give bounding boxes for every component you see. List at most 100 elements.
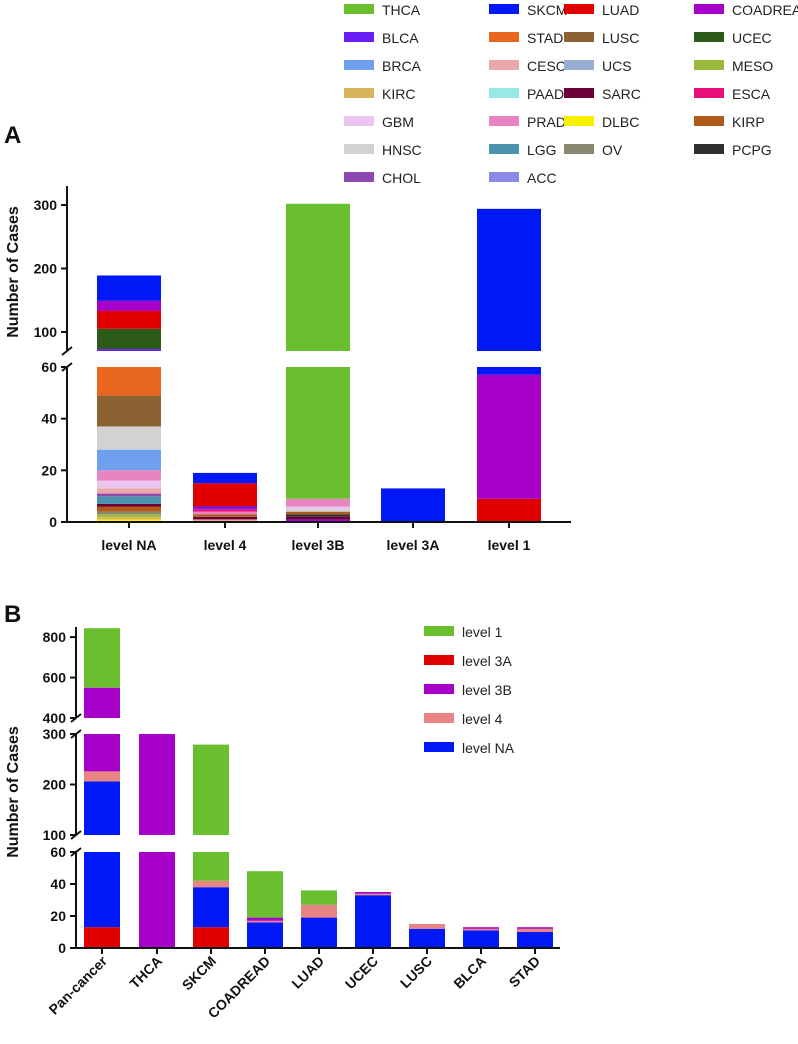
panel-a-x-tick-label: level NA [101, 537, 156, 553]
panel-b-x-tick-label: SKCM [179, 953, 219, 993]
bar-segment-ucec-level-na-part1 [355, 895, 391, 948]
panel-b-x-tick-label: Pan-cancer [45, 952, 110, 1017]
bar-segment-lusc-level-na-part1 [409, 928, 445, 948]
panel-b-y-axis-label: Number of Cases [5, 726, 22, 858]
bar-segment-level-3b-prad-part1 [286, 498, 350, 507]
legend-label-paad: PAAD [527, 86, 564, 102]
bar-segment-thca-level-3b-part1 [139, 852, 175, 948]
legend-label-level-4: level 4 [462, 711, 503, 727]
legend-swatch-sarc [564, 88, 594, 98]
bar-segment-ucec-level-3b-part1 [355, 892, 391, 894]
bar-segment-level-na-kirc-part1 [97, 516, 161, 520]
panel-a-y-tick-label: 200 [34, 261, 58, 277]
panel-a-x-tick-label: level 3B [292, 537, 345, 553]
legend-swatch-paad [489, 88, 519, 98]
bar-segment-level-na-hnsc-part1 [97, 426, 161, 450]
panel-b-y-tick-label: 800 [43, 629, 67, 645]
bar-segment-coadread-level-na-part1 [247, 922, 283, 948]
bar-segment-level-3a-skcm-part1 [381, 488, 445, 522]
panel-a-x-tick-label: level 3A [387, 537, 440, 553]
panel-b-x-tick-label: UCEC [342, 953, 381, 992]
legend-swatch-prad [489, 116, 519, 126]
panel-b-y-tick-label: 600 [43, 670, 67, 686]
bar-segment-luad-level-4-part1 [301, 904, 337, 918]
legend-label-prad: PRAD [527, 114, 566, 130]
legend-label-lusc: LUSC [602, 30, 639, 46]
panel-b-x-tick-label: BLCA [450, 953, 489, 992]
legend-swatch-lgg [489, 144, 519, 154]
bar-segment-level-na-brca-part1 [97, 449, 161, 471]
bar-segment-pan-cancer-level-4-part2 [84, 771, 120, 782]
bar-segment-level-na-sarc-part1 [97, 503, 161, 507]
legend-label-ucs: UCS [602, 58, 632, 74]
panel-b-y-tick-label: 60 [50, 844, 66, 860]
bar-segment-level-na-dlbc-part1 [97, 519, 161, 522]
legend-label-ov: OV [602, 142, 623, 158]
bar-segment-pan-cancer-level-3a-part1 [84, 927, 120, 948]
legend-swatch-acc [489, 172, 519, 182]
bar-segment-level-na-gbm-part1 [97, 480, 161, 489]
bar-segment-level-na-ov-part1 [97, 511, 161, 515]
bar-segment-pan-cancer-level-na-part1 [84, 852, 120, 928]
bar-segment-level-3b-sarc-part1 [286, 516, 350, 520]
legend-swatch-dlbc [564, 116, 594, 126]
bar-segment-level-1-luad-part1 [477, 498, 541, 522]
panel-a-y-tick-label: 300 [34, 197, 58, 213]
legend-swatch-gbm [344, 116, 374, 126]
bar-segment-level-3b-thca-part1 [286, 367, 350, 499]
bar-segment-level-4-cesc-part1 [193, 519, 257, 522]
bar-segment-level-na-luad-part2 [97, 311, 161, 329]
panel-a-y-tick-label: 40 [41, 411, 57, 427]
legend-swatch-lusc [564, 32, 594, 42]
legend-label-ucec: UCEC [732, 30, 772, 46]
bar-segment-level-1-skcm-part1 [477, 367, 541, 375]
bar-segment-level-3b-thca-part2 [286, 203, 350, 351]
bar-segment-luad-level-1-part1 [301, 890, 337, 905]
legend-swatch-ucec [694, 32, 724, 42]
panel-a-label: A [4, 122, 21, 149]
legend-swatch-thca [344, 4, 374, 14]
bar-segment-skcm-level-3a-part1 [193, 927, 229, 948]
bar-segment-level-4-esca-part1 [193, 509, 257, 512]
bar-segment-level-4-kirp-part1 [193, 514, 257, 517]
bar-segment-luad-level-na-part1 [301, 917, 337, 948]
legend-swatch-ov [564, 144, 594, 154]
legend-label-sarc: SARC [602, 86, 641, 102]
bar-segment-level-na-meso-part1 [97, 514, 161, 517]
legend-label-esca: ESCA [732, 86, 771, 102]
bar-segment-pan-cancer-level-3b-part2 [84, 734, 120, 772]
bar-segment-thca-level-3b-part2 [139, 734, 175, 835]
bar-segment-level-na-lgg-part1 [97, 496, 161, 504]
legend-label-stad: STAD [527, 30, 563, 46]
legend-label-acc: ACC [527, 170, 557, 186]
bar-segment-level-3b-coadread-part1 [286, 519, 350, 522]
bar-segment-pan-cancer-level-1-part3 [84, 628, 120, 688]
bar-segment-level-3b-pcpg-part1 [286, 514, 350, 517]
legend-label-gbm: GBM [382, 114, 414, 130]
legend-label-brca: BRCA [382, 58, 422, 74]
legend-label-level-3b: level 3B [462, 682, 512, 698]
legend-label-kirp: KIRP [732, 114, 765, 130]
legend-panel-b: level 1 level 3A level 3B level 4 level NA [424, 624, 515, 756]
panel-b-x-tick-label: LUSC [397, 953, 435, 991]
panel-b-y-tick-label: 400 [43, 710, 67, 726]
bar-segment-level-4-prad-part1 [193, 511, 257, 515]
panel-a-y-tick-label: 60 [41, 359, 57, 375]
bar-segment-level-4-blca-part1 [193, 506, 257, 510]
bar-segment-level-na-stad-part1 [97, 367, 161, 396]
bar-segment-level-3b-gbm-part1 [286, 506, 350, 510]
legend-label-level-na: level NA [462, 740, 515, 756]
bar-segment-level-4-luad-part1 [193, 483, 257, 507]
bar-segment-skcm-level-1-part1 [193, 852, 229, 881]
bar-segment-level-4-skcm-part1 [193, 472, 257, 484]
bar-segment-level-na-cesc-part1 [97, 488, 161, 494]
legend-label-luad: LUAD [602, 2, 639, 18]
legend-swatch-pcpg [694, 144, 724, 154]
bar-segment-level-na-coadread-part2 [97, 300, 161, 312]
legend-label-meso: MESO [732, 58, 773, 74]
bar-segment-level-na-ucec-part2 [97, 328, 161, 350]
bar-segment-coadread-level-3b-part1 [247, 917, 283, 921]
legend-swatch-kirp [694, 116, 724, 126]
legend-label-coadread: COADREAD [732, 2, 798, 18]
legend-label-dlbc: DLBC [602, 114, 639, 130]
